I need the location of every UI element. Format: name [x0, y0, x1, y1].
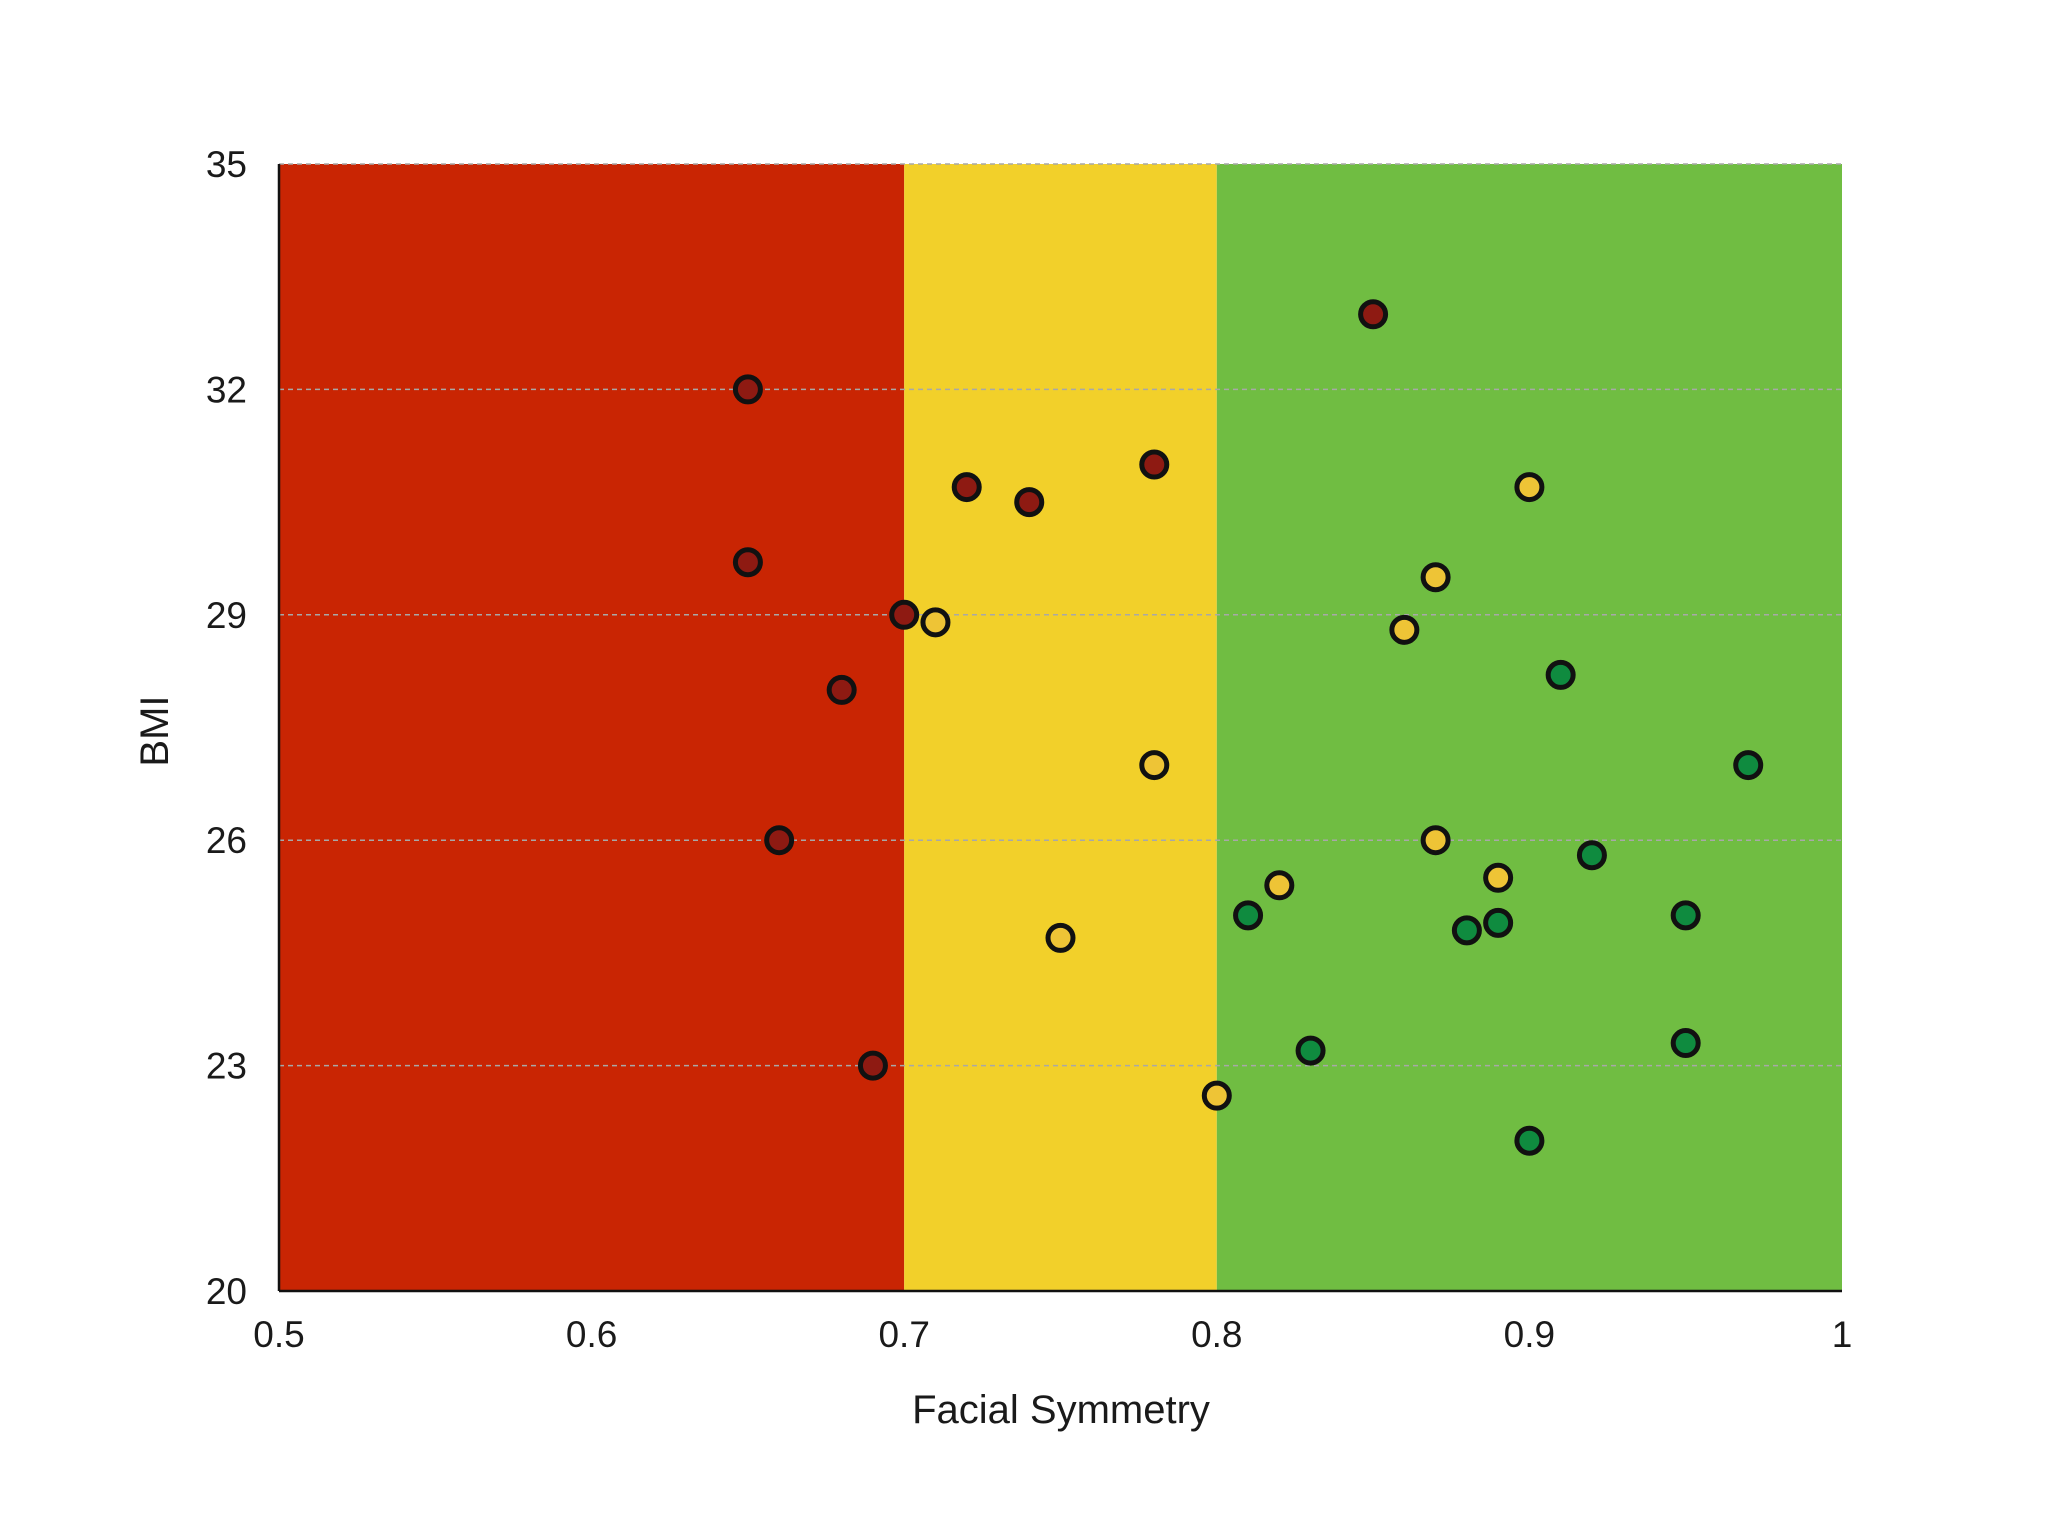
- data-point: [951, 472, 982, 503]
- data-point: [732, 374, 763, 405]
- data-point: [1733, 750, 1764, 781]
- x-tick-label: 0.6: [566, 1314, 617, 1355]
- data-point: [1139, 449, 1170, 480]
- data-point: [732, 547, 763, 578]
- background-band-2: [1216, 164, 1842, 1291]
- x-tick-label: 1: [1832, 1314, 1853, 1355]
- data-point: [1233, 900, 1264, 931]
- y-tick-label: 20: [206, 1271, 247, 1312]
- x-tick-label: 0.8: [1191, 1314, 1242, 1355]
- x-axis-label: Facial Symmetry: [912, 1388, 1210, 1432]
- y-axis-label: BMI: [133, 695, 177, 766]
- data-point: [1389, 614, 1420, 645]
- data-point: [857, 1050, 888, 1081]
- background-band-0: [279, 164, 905, 1291]
- data-point: [1014, 487, 1045, 518]
- x-tick-label: 0.7: [878, 1314, 929, 1355]
- y-tick-label: 29: [206, 595, 247, 636]
- data-point: [1545, 659, 1576, 690]
- data-point: [1483, 862, 1514, 893]
- data-point: [1576, 840, 1607, 871]
- data-point: [1358, 299, 1389, 330]
- x-tick-labels: 0.5 0.6 0.7 0.8 0.9 1: [253, 1314, 1852, 1355]
- data-point: [1420, 562, 1451, 593]
- y-tick-label: 35: [206, 144, 247, 185]
- data-point: [1420, 825, 1451, 856]
- y-tick-label: 32: [206, 369, 247, 410]
- data-point: [1514, 472, 1545, 503]
- data-points: [732, 299, 1764, 1156]
- axes: [277, 164, 1842, 1293]
- background-band-1: [904, 164, 1217, 1291]
- data-point: [1483, 907, 1514, 938]
- background-bands: [279, 164, 1842, 1291]
- data-point: [1201, 1080, 1232, 1111]
- data-point: [1670, 900, 1701, 931]
- x-tick-label: 0.5: [253, 1314, 304, 1355]
- y-tick-label: 23: [206, 1046, 247, 1087]
- data-point: [1264, 870, 1295, 901]
- y-tick-labels: 20 23 26 29 32 35: [206, 144, 247, 1312]
- data-point: [1139, 750, 1170, 781]
- data-point: [1451, 915, 1482, 946]
- y-tick-label: 26: [206, 820, 247, 861]
- data-point: [1045, 922, 1076, 953]
- data-point: [1295, 1035, 1326, 1066]
- data-point: [889, 599, 920, 630]
- data-point: [1670, 1028, 1701, 1059]
- data-point: [1514, 1125, 1545, 1156]
- x-tick-label: 0.9: [1504, 1314, 1555, 1355]
- data-point: [764, 825, 795, 856]
- data-point: [920, 607, 951, 638]
- data-point: [826, 674, 857, 705]
